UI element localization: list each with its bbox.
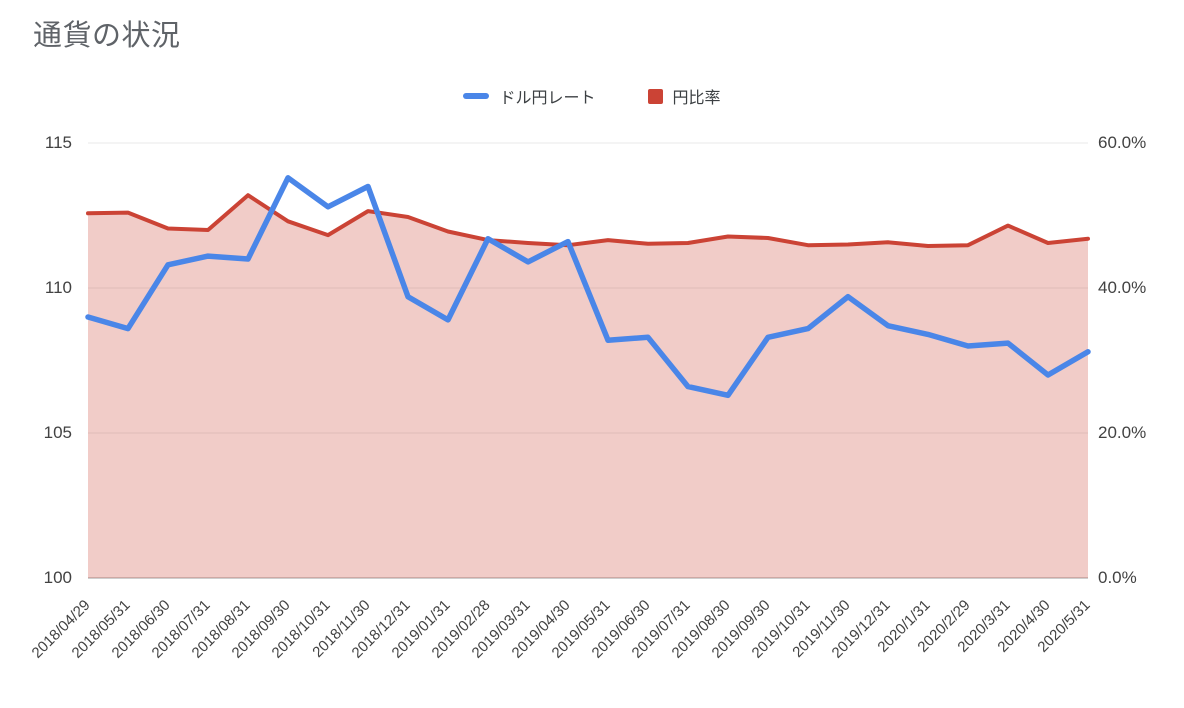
yen-ratio-series-marker-icon — [647, 88, 663, 104]
yen-ratio-legend-label: 円比率 — [672, 90, 721, 107]
y-axis-right-label: 20.0% — [1098, 423, 1147, 442]
legend-item-yen-ratio[interactable]: 円比率 — [647, 84, 721, 108]
y-axis-right-label: 0.0% — [1098, 568, 1137, 587]
chart-legend: ドル円レート 円比率 — [0, 84, 1184, 108]
usdjpy-legend-label: ドル円レート — [499, 90, 596, 107]
yen-ratio-line[interactable] — [86, 193, 1090, 248]
yen-ratio-area — [88, 195, 1088, 578]
y-axis-right-label: 40.0% — [1098, 278, 1147, 297]
y-axis-left-label: 105 — [43, 423, 72, 442]
plot-svg — [85, 142, 1091, 579]
y-axis-left-label: 115 — [44, 133, 72, 152]
y-axis-right-label: 60.0% — [1098, 133, 1147, 152]
usdjpy-line[interactable] — [85, 175, 1091, 399]
usdjpy-series-marker-icon — [463, 93, 490, 99]
y-axis-left-label: 110 — [44, 278, 72, 297]
y-axis-left-label: 100 — [43, 568, 72, 587]
legend-item-usdjpy-rate[interactable]: ドル円レート — [463, 84, 596, 108]
plot-area: 115 110 105 100 60.0% 40.0% 20.0% 0.0% 2018/04/2… — [29, 133, 1147, 662]
chart-title: 通貨の状況 — [33, 20, 181, 52]
